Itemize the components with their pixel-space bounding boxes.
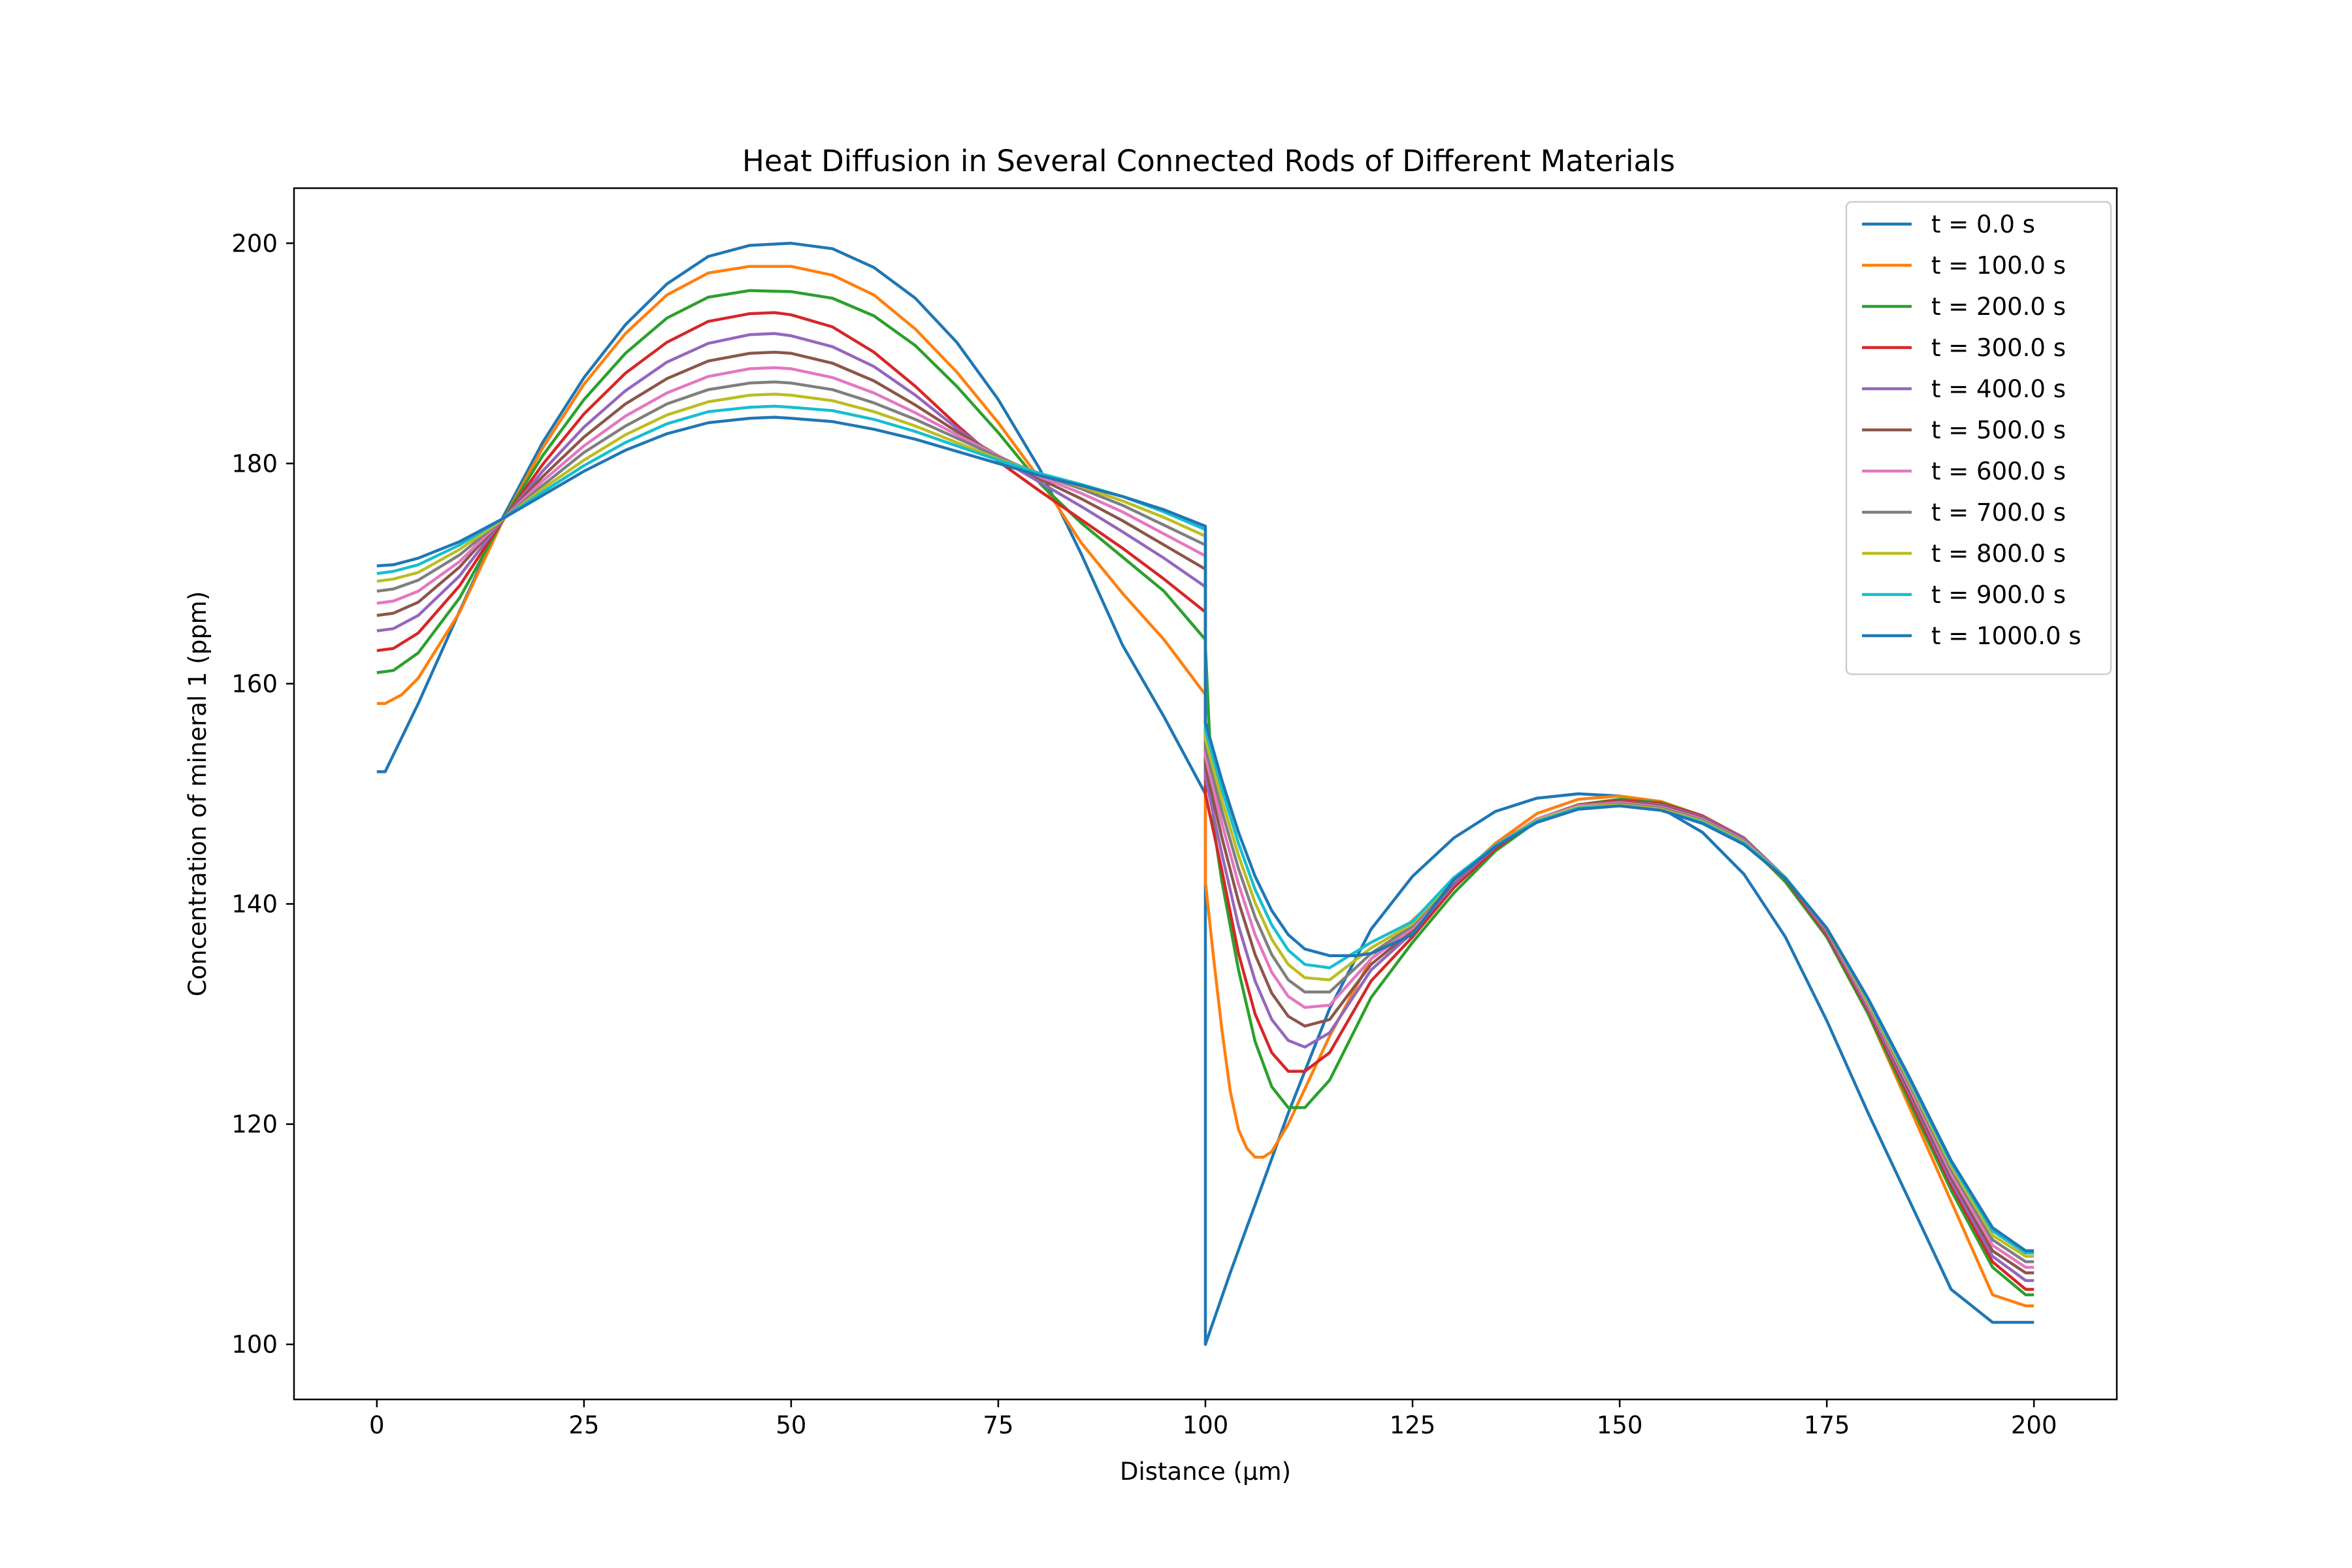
y-tick-label: 140 — [231, 890, 278, 919]
legend-label: t = 500.0 s — [1931, 416, 2066, 444]
legend-label: t = 900.0 s — [1931, 581, 2066, 609]
y-tick-label: 120 — [231, 1111, 278, 1139]
x-tick-label: 25 — [568, 1411, 599, 1439]
legend-box — [1845, 201, 2112, 676]
y-tick-label: 100 — [231, 1331, 278, 1359]
x-axis-label: Distance (μm) — [1120, 1458, 1291, 1486]
y-tick-label: 200 — [231, 229, 278, 257]
y-tick-label: 180 — [231, 449, 278, 478]
chart-title: Heat Diffusion in Several Connected Rods… — [742, 144, 1675, 178]
y-axis: 100 120 140 160 180 200 — [231, 229, 294, 1359]
series-line-10 — [376, 416, 2034, 1252]
y-axis-label: Concentration of mineral 1 (ppm) — [184, 591, 212, 997]
legend: t = 0.0 s t = 100.0 s t = 200.0 s t = 300.0… — [1845, 201, 2112, 676]
x-tick-label: 75 — [983, 1411, 1013, 1439]
legend-label: t = 600.0 s — [1931, 457, 2066, 485]
legend-label: t = 200.0 s — [1931, 293, 2066, 321]
x-tick-label: 100 — [1183, 1411, 1229, 1439]
x-tick-label: 200 — [2011, 1411, 2057, 1439]
x-tick-label: 150 — [1597, 1411, 1643, 1439]
x-tick-label: 0 — [369, 1411, 385, 1439]
legend-label: t = 100.0 s — [1931, 252, 2066, 280]
y-tick-label: 160 — [231, 670, 278, 698]
legend-label: t = 700.0 s — [1931, 498, 2066, 527]
x-tick-label: 125 — [1390, 1411, 1436, 1439]
legend-label: t = 400.0 s — [1931, 375, 2066, 403]
x-tick-label: 175 — [1804, 1411, 1850, 1439]
legend-label: t = 0.0 s — [1931, 210, 2035, 238]
legend-label: t = 800.0 s — [1931, 540, 2066, 568]
legend-label: t = 1000.0 s — [1931, 622, 2082, 650]
x-tick-label: 50 — [776, 1411, 806, 1439]
x-axis: 0 25 50 75 100 125 150 175 200 — [369, 1399, 2057, 1439]
plot-lines — [376, 242, 2034, 1346]
series-line-0 — [376, 242, 2034, 1346]
legend-label: t = 300.0 s — [1931, 334, 2066, 362]
